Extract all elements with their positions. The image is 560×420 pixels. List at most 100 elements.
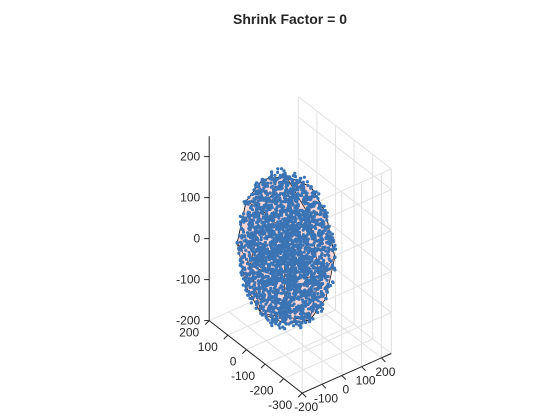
scatter-point	[282, 257, 286, 261]
scatter-point	[296, 252, 300, 256]
scatter-point	[317, 204, 322, 208]
scatter-point	[278, 276, 282, 280]
scatter-point	[304, 320, 308, 325]
grid-line-x-floor	[283, 338, 373, 380]
scatter-point	[278, 180, 282, 184]
scatter-point	[317, 238, 321, 242]
scatter-point	[297, 227, 301, 231]
scatter-point	[277, 264, 281, 268]
scatter-point	[299, 194, 303, 198]
scatter-point	[275, 177, 279, 181]
scatter-point	[282, 269, 286, 273]
scatter-point	[238, 258, 242, 262]
scatter-point	[311, 266, 315, 270]
scatter-point	[292, 252, 296, 256]
scatter-point	[297, 213, 302, 217]
scatter-point	[305, 180, 309, 184]
scatter-point	[240, 273, 244, 277]
scatter-point	[316, 280, 320, 284]
scatter-point	[264, 302, 268, 306]
hull-vertex-point	[259, 207, 263, 211]
scatter-point	[243, 271, 247, 276]
scatter-point	[277, 230, 281, 234]
scatter-point	[264, 227, 268, 231]
scatter-point	[280, 232, 284, 236]
scatter-point	[306, 249, 310, 253]
scatter-point	[254, 190, 258, 194]
scatter-point	[300, 308, 304, 312]
scatter-point	[310, 252, 314, 256]
hull-vertex-point	[324, 211, 328, 216]
scatter-point	[305, 225, 309, 230]
scatter-point	[252, 234, 256, 238]
scatter-point	[246, 214, 251, 218]
scatter-point	[328, 230, 332, 234]
scatter-point	[285, 239, 289, 243]
scatter-point	[299, 316, 303, 320]
scatter-point	[288, 224, 292, 228]
scatter-point	[245, 282, 249, 286]
scatter-point	[290, 320, 294, 324]
scatter-point	[254, 195, 258, 199]
scatter-point	[311, 273, 315, 277]
scatter-point	[318, 228, 322, 233]
hull-vertex-point	[285, 181, 290, 185]
hull-vertex-point	[284, 174, 288, 178]
scatter-point	[317, 261, 321, 265]
scatter-point	[310, 247, 314, 251]
scatter-point	[317, 286, 321, 290]
scatter-point	[246, 202, 250, 206]
scatter-point	[281, 300, 285, 304]
scatter-point	[281, 288, 285, 292]
scatter-point	[327, 257, 331, 261]
scatter-point	[290, 181, 294, 185]
scatter-point	[307, 312, 312, 316]
hull-vertex-point	[333, 255, 337, 259]
scatter-point	[313, 251, 317, 255]
scatter-point	[253, 286, 258, 290]
scatter-point	[292, 274, 296, 278]
scatter-point	[279, 271, 283, 275]
scatter-point	[274, 196, 278, 200]
scatter-point	[287, 283, 291, 287]
hull-vertex-point	[307, 214, 312, 219]
scatter-point	[310, 255, 315, 259]
scatter-point	[238, 214, 242, 218]
scatter-point	[306, 239, 310, 243]
scatter-point	[294, 217, 298, 221]
scatter-point	[323, 228, 327, 232]
scatter-point	[319, 248, 323, 252]
x-tick-mark	[204, 320, 210, 325]
scatter-point	[265, 255, 269, 260]
scatter-point	[250, 231, 254, 235]
scatter-point	[286, 261, 290, 265]
scatter-point	[261, 180, 265, 184]
scatter-point	[313, 212, 318, 216]
scatter-point	[283, 327, 287, 331]
scatter-point	[321, 238, 325, 242]
scatter-point	[262, 186, 266, 190]
scatter-point	[331, 236, 335, 240]
scatter-point	[270, 318, 274, 322]
scatter-point	[292, 225, 296, 229]
scatter-point	[265, 317, 269, 321]
scatter-point	[304, 246, 308, 250]
scatter-point	[289, 266, 293, 270]
scatter-point	[279, 243, 283, 247]
scatter-point	[274, 281, 278, 285]
scatter-point	[294, 183, 298, 187]
scatter-point	[237, 247, 241, 251]
scatter-point	[312, 283, 316, 287]
scatter-point	[305, 268, 309, 272]
scatter-point	[324, 236, 328, 240]
scatter-point	[256, 185, 260, 189]
scatter-point	[330, 232, 334, 236]
scatter-point	[281, 181, 285, 185]
scatter-point	[261, 296, 265, 300]
x-tick-label: -100	[231, 369, 255, 383]
scatter-point	[281, 174, 285, 178]
scatter-point	[292, 188, 296, 192]
scatter-point	[307, 266, 311, 270]
chart-title: Shrink Factor = 0	[233, 11, 347, 27]
scatter-point	[270, 324, 274, 328]
